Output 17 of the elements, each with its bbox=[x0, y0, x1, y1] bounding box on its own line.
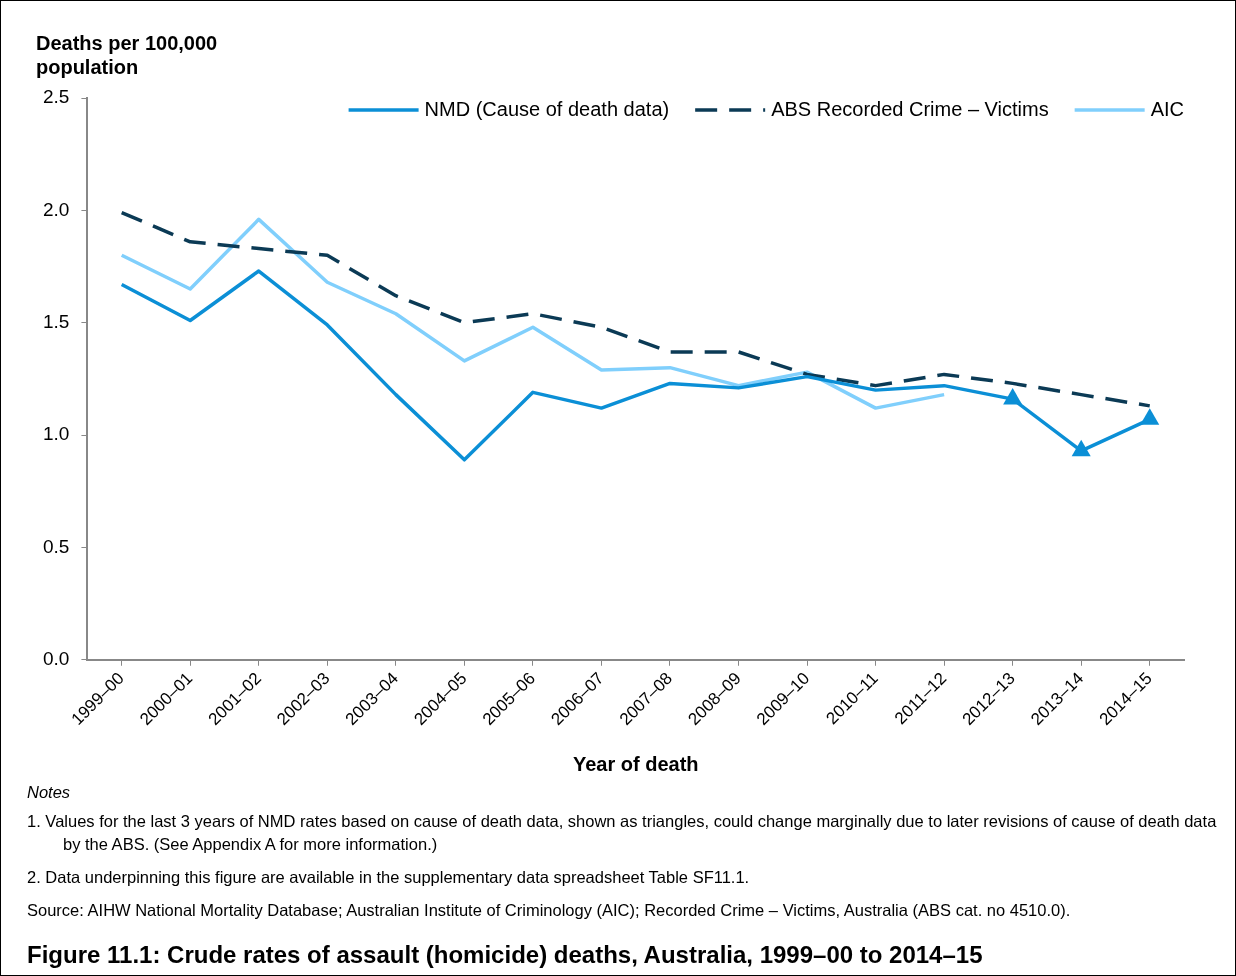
text: 1. Values for the last 3 years of NMD rates based on cause of death data, shown as triangles, could change marginally due to later revisions of cause of death data by the ABS. (See Appendix A for more information.) bbox=[27, 811, 1217, 855]
y-tick-label: 2.5 bbox=[42, 86, 70, 108]
y-axis-title: Deaths per 100,000 population bbox=[36, 31, 219, 79]
x-axis-title: Year of death bbox=[572, 752, 699, 775]
y-tick-label: 1.5 bbox=[42, 310, 70, 332]
y-tick-label: 0.5 bbox=[42, 535, 70, 557]
text: 2. Data underpinning this figure are available in the supplementary data spreadsheet Table SF11.1. bbox=[27, 867, 751, 888]
y-tick-label: 1.0 bbox=[42, 423, 70, 445]
text: Figure 11.1: Crude rates of assault (homicide) deaths, Australia, 1999–00 to 2014–15 bbox=[27, 941, 983, 969]
y-tick-label: 0.0 bbox=[42, 648, 70, 670]
legend-label: ABS Recorded Crime – Victims bbox=[771, 97, 1049, 120]
legend-label: NMD (Cause of death data) bbox=[424, 97, 670, 120]
legend-label: AIC bbox=[1150, 97, 1184, 120]
text: Notes bbox=[27, 782, 72, 803]
line-series bbox=[119, 210, 1152, 408]
source-note: Source: AIHW National Mortality Database; Australian Institute of Criminology (AIC); Recorded Crime – Victims, Australia (ABS cat. no 4510.0). bbox=[27, 900, 1072, 921]
y-tick-label: 2.0 bbox=[42, 198, 70, 220]
